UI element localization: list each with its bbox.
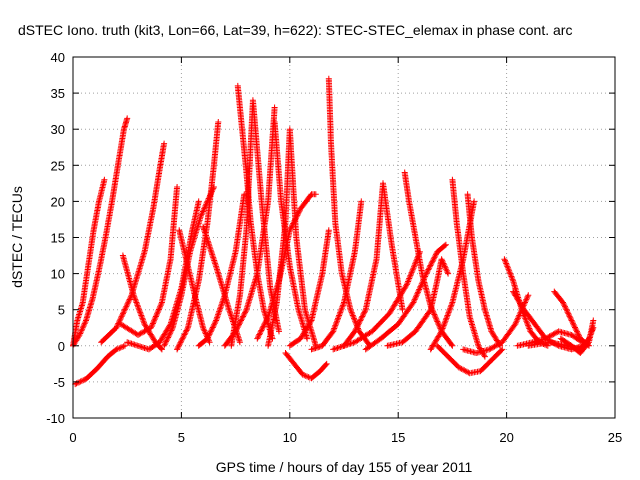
data-series-22 xyxy=(308,198,365,353)
data-series-layer xyxy=(70,75,597,388)
data-series-24 xyxy=(330,248,423,353)
series-markers xyxy=(525,324,597,353)
y-tick-label: 10 xyxy=(51,267,65,282)
data-series-29 xyxy=(449,176,488,360)
chart-title: dSTEC Iono. truth (kit3, Lon=66, Lat=39,… xyxy=(18,22,572,38)
data-series-32 xyxy=(460,292,532,356)
series-markers xyxy=(401,169,456,349)
y-tick-label: 20 xyxy=(51,194,65,209)
data-series-38 xyxy=(525,324,597,353)
x-axis-label: GPS time / hours of day 155 of year 2011 xyxy=(216,459,473,475)
data-series-3 xyxy=(72,342,128,388)
series-markers xyxy=(254,191,319,342)
series-markers xyxy=(286,227,332,349)
data-series-9 xyxy=(176,227,213,346)
series-markers xyxy=(282,350,330,382)
x-tick-label: 20 xyxy=(499,430,513,445)
series-markers xyxy=(308,198,365,353)
series-markers xyxy=(195,191,248,349)
y-tick-label: 5 xyxy=(58,303,65,318)
y-tick-label: 40 xyxy=(51,50,65,65)
series-markers xyxy=(330,248,423,353)
y-tick-label: 0 xyxy=(58,339,65,354)
series-markers xyxy=(117,184,181,338)
y-tick-label: -10 xyxy=(46,411,65,426)
series-markers xyxy=(434,342,506,377)
axis-ticks: 0 5 10 15 20 25 -10 -5 0 5 10 15 20 25 30 35 40 xyxy=(46,50,622,445)
data-series-19 xyxy=(282,350,330,382)
data-series-20 xyxy=(286,227,332,349)
series-markers xyxy=(460,292,532,356)
series-markers xyxy=(384,256,452,349)
series-markers xyxy=(176,227,213,346)
data-series-26 xyxy=(362,241,449,353)
data-series-30 xyxy=(464,191,504,349)
series-markers xyxy=(174,119,222,353)
y-axis-label: dSTEC / TECUs xyxy=(9,186,25,288)
series-markers xyxy=(464,191,504,349)
data-series-25 xyxy=(401,169,456,349)
y-tick-label: -5 xyxy=(53,375,65,390)
series-markers xyxy=(449,176,488,360)
y-tick-label: 30 xyxy=(51,122,65,137)
data-series-27 xyxy=(384,256,452,349)
series-markers xyxy=(72,342,128,388)
data-series-11 xyxy=(195,191,248,349)
data-series-18 xyxy=(254,191,319,342)
data-series-6 xyxy=(117,184,181,338)
x-tick-label: 15 xyxy=(391,430,405,445)
y-tick-label: 25 xyxy=(51,158,65,173)
data-series-31 xyxy=(434,342,506,377)
data-series-10 xyxy=(174,119,222,353)
x-tick-label: 0 xyxy=(69,430,76,445)
grid-lines xyxy=(73,57,615,418)
y-tick-label: 15 xyxy=(51,231,65,246)
data-series-5 xyxy=(98,140,168,346)
x-tick-label: 10 xyxy=(283,430,297,445)
x-tick-label: 25 xyxy=(608,430,622,445)
series-markers xyxy=(362,241,449,353)
series-markers xyxy=(98,140,168,346)
y-tick-label: 35 xyxy=(51,86,65,101)
x-tick-label: 5 xyxy=(178,430,185,445)
